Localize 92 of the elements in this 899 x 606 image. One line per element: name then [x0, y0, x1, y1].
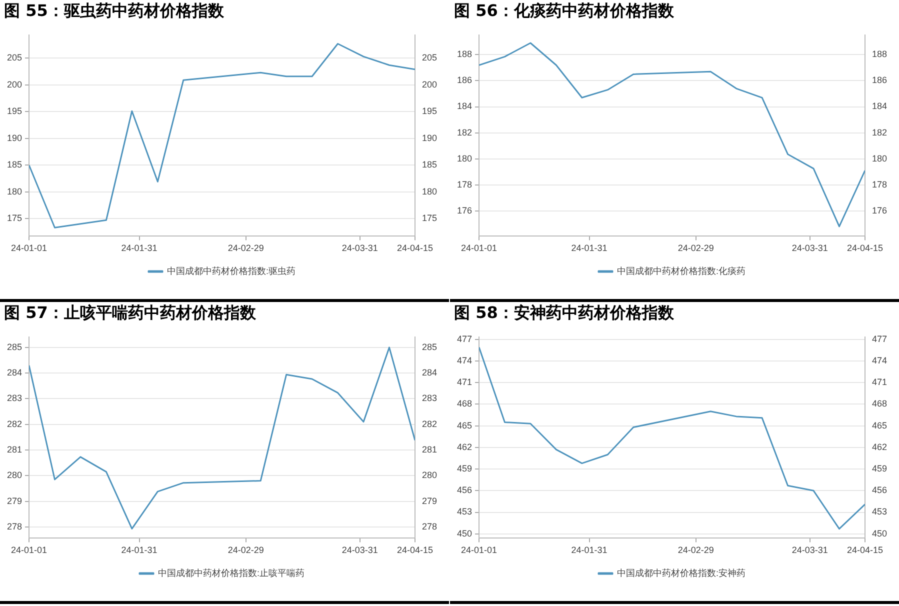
y2-tick-label: 180 — [422, 186, 438, 196]
x-tick-label: 24-04-15 — [396, 545, 433, 556]
y-tick-label: 284 — [6, 368, 22, 378]
x-tick-label: 24-01-01 — [11, 243, 48, 254]
x-tick-label: 24-02-29 — [228, 545, 264, 556]
legend-label: 中国成都中药材价格指数:止咳平喘药 — [158, 568, 305, 578]
x-tick-label: 24-01-31 — [571, 545, 608, 556]
y2-tick-label: 453 — [872, 506, 888, 517]
chart-title: 图 56：化痰药中药材价格指数 — [454, 0, 675, 20]
y-tick-label: 186 — [456, 75, 472, 86]
y2-tick-label: 188 — [872, 49, 888, 60]
y-tick-label: 456 — [456, 485, 472, 496]
y2-tick-label: 283 — [422, 393, 438, 404]
y2-tick-label: 456 — [872, 485, 888, 496]
y-tick-label: 180 — [6, 186, 22, 196]
y-tick-label: 195 — [6, 106, 22, 116]
y2-tick-label: 185 — [422, 160, 438, 170]
y-tick-label: 185 — [6, 160, 22, 170]
y-tick-label: 184 — [456, 101, 472, 112]
y2-tick-label: 205 — [422, 52, 438, 63]
y-tick-label: 474 — [456, 355, 472, 366]
y2-tick-label: 459 — [872, 464, 888, 474]
legend-label: 中国成都中药材价格指数:驱虫药 — [167, 266, 296, 276]
x-tick-label: 24-01-01 — [461, 545, 498, 556]
y-tick-label: 182 — [456, 127, 472, 138]
y-tick-label: 178 — [456, 179, 472, 190]
y2-tick-label: 468 — [872, 398, 888, 409]
y-tick-label: 175 — [6, 213, 22, 224]
legend-label: 中国成都中药材价格指数:安神药 — [617, 568, 746, 578]
x-tick-label: 24-04-15 — [396, 243, 433, 254]
y2-tick-label: 180 — [872, 153, 888, 164]
y2-tick-label: 471 — [872, 377, 888, 388]
y2-tick-label: 175 — [422, 213, 438, 224]
y2-tick-label: 195 — [422, 106, 438, 116]
y-tick-label: 205 — [6, 52, 22, 63]
y-tick-label: 281 — [6, 444, 22, 454]
chart-title: 图 57：止咳平喘药中药材价格指数 — [4, 302, 257, 322]
x-tick-label: 24-03-31 — [792, 243, 828, 254]
y-tick-label: 477 — [456, 334, 472, 344]
y2-tick-label: 281 — [422, 444, 438, 454]
y2-tick-label: 190 — [422, 132, 438, 143]
y2-tick-label: 176 — [872, 205, 888, 216]
x-tick-label: 24-03-31 — [342, 545, 378, 556]
x-tick-label: 24-04-15 — [846, 545, 883, 556]
x-tick-label: 24-01-31 — [571, 243, 608, 254]
y-tick-label: 471 — [456, 377, 472, 388]
y-tick-label: 450 — [456, 528, 472, 538]
y2-tick-label: 178 — [872, 179, 888, 190]
x-tick-label: 24-02-29 — [678, 243, 714, 254]
x-tick-label: 24-01-01 — [461, 243, 498, 254]
y2-tick-label: 182 — [872, 127, 888, 138]
x-tick-label: 24-03-31 — [792, 545, 828, 556]
x-tick-label: 24-03-31 — [342, 243, 378, 254]
y-tick-label: 282 — [6, 418, 22, 429]
y-tick-label: 462 — [456, 442, 472, 452]
x-tick-label: 24-01-31 — [121, 243, 158, 254]
y-tick-label: 188 — [456, 49, 472, 60]
y2-tick-label: 462 — [872, 442, 888, 452]
y-tick-label: 176 — [456, 205, 472, 216]
y-tick-label: 283 — [6, 393, 22, 404]
y-tick-label: 279 — [6, 496, 22, 506]
chart-title: 图 55：驱虫药中药材价格指数 — [4, 0, 225, 20]
x-tick-label: 24-01-31 — [121, 545, 158, 556]
y-tick-label: 278 — [6, 521, 22, 532]
y-tick-label: 453 — [456, 506, 472, 517]
legend-label: 中国成都中药材价格指数:化痰药 — [617, 266, 746, 276]
y2-tick-label: 280 — [422, 470, 438, 480]
y2-tick-label: 279 — [422, 496, 438, 506]
y2-tick-label: 450 — [872, 528, 888, 538]
y-tick-label: 459 — [456, 464, 472, 474]
y2-tick-label: 477 — [872, 334, 888, 344]
y-tick-label: 180 — [456, 153, 472, 164]
y2-tick-label: 184 — [872, 101, 888, 112]
x-tick-label: 24-01-01 — [11, 545, 48, 556]
y2-tick-label: 278 — [422, 521, 438, 532]
y2-tick-label: 285 — [422, 342, 438, 352]
x-tick-label: 24-04-15 — [846, 243, 883, 254]
y-tick-label: 465 — [456, 420, 472, 430]
y2-tick-label: 186 — [872, 75, 888, 86]
y2-tick-label: 200 — [422, 79, 438, 90]
x-tick-label: 24-02-29 — [228, 243, 264, 254]
y-tick-label: 285 — [6, 342, 22, 352]
y2-tick-label: 284 — [422, 368, 438, 378]
y-tick-label: 280 — [6, 470, 22, 480]
y2-tick-label: 465 — [872, 420, 888, 430]
y-tick-label: 468 — [456, 398, 472, 409]
y-tick-label: 190 — [6, 132, 22, 143]
y-tick-label: 200 — [6, 79, 22, 90]
y2-tick-label: 474 — [872, 355, 888, 366]
y2-tick-label: 282 — [422, 418, 438, 429]
x-tick-label: 24-02-29 — [678, 545, 714, 556]
chart-title: 图 58：安神药中药材价格指数 — [454, 302, 675, 322]
